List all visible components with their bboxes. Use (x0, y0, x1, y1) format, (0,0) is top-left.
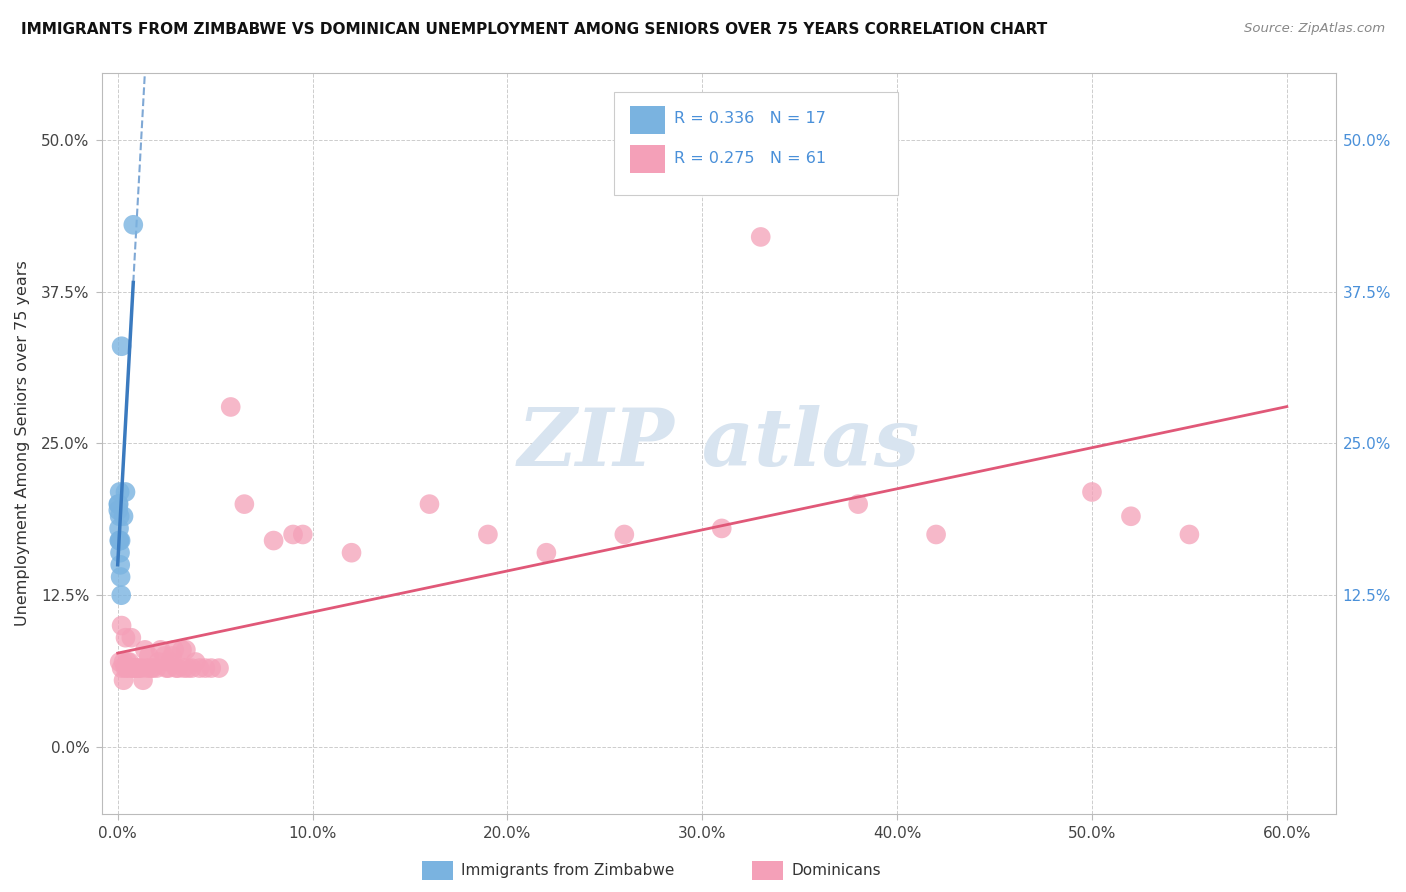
Point (108, 533, 131, 548)
Point (1178, 527, 1201, 541)
Point (120, 661, 142, 675)
Point (122, 661, 145, 675)
Point (110, 618, 132, 632)
Point (110, 533, 132, 548)
Point (112, 509, 135, 524)
Point (1081, 485, 1104, 500)
Point (148, 655, 170, 669)
Point (124, 661, 146, 675)
Point (1119, 509, 1142, 524)
Point (138, 648, 160, 663)
Point (108, 533, 131, 548)
Text: Source: ZipAtlas.com: Source: ZipAtlas.com (1244, 22, 1385, 36)
Text: R = 0.275   N = 61: R = 0.275 N = 61 (675, 151, 827, 166)
Point (170, 643, 193, 657)
Point (110, 339, 132, 353)
Point (110, 558, 132, 572)
Point (108, 655, 131, 669)
Point (174, 643, 197, 657)
Point (418, 497, 440, 511)
Point (117, 655, 139, 669)
Point (184, 655, 207, 669)
Point (846, 497, 869, 511)
Point (112, 673, 135, 688)
Point (108, 509, 131, 524)
Point (108, 546, 131, 560)
Point (263, 533, 285, 548)
Point (208, 661, 231, 675)
FancyBboxPatch shape (614, 92, 897, 195)
Point (134, 643, 156, 657)
Point (139, 661, 162, 675)
Point (108, 521, 131, 535)
Point (136, 661, 159, 675)
Point (132, 673, 155, 688)
Point (163, 643, 186, 657)
FancyBboxPatch shape (630, 105, 665, 134)
Point (120, 631, 142, 645)
Point (613, 527, 636, 541)
Text: Immigrants from Zimbabwe: Immigrants from Zimbabwe (461, 863, 675, 878)
Y-axis label: Unemployment Among Seniors over 75 years: Unemployment Among Seniors over 75 years (15, 260, 30, 626)
Point (129, 661, 152, 675)
Point (180, 661, 202, 675)
Point (108, 485, 131, 500)
Point (291, 527, 314, 541)
Point (114, 631, 136, 645)
Point (710, 521, 733, 535)
Point (188, 661, 211, 675)
Point (157, 661, 180, 675)
Point (340, 546, 363, 560)
Point (122, 218, 145, 232)
Point (145, 661, 167, 675)
Point (281, 527, 304, 541)
Point (107, 497, 129, 511)
Point (110, 588, 132, 602)
Point (159, 655, 181, 669)
Point (165, 661, 187, 675)
Point (477, 527, 499, 541)
Point (177, 661, 200, 675)
Point (153, 648, 176, 663)
Point (114, 485, 136, 500)
Point (219, 400, 242, 414)
Point (114, 661, 136, 675)
Point (128, 661, 150, 675)
Point (925, 527, 948, 541)
Text: R = 0.336   N = 17: R = 0.336 N = 17 (675, 112, 827, 127)
Point (167, 661, 190, 675)
Point (112, 655, 135, 669)
Point (110, 661, 132, 675)
Point (155, 661, 177, 675)
Point (173, 661, 195, 675)
Text: IMMIGRANTS FROM ZIMBABWE VS DOMINICAN UNEMPLOYMENT AMONG SENIORS OVER 75 YEARS C: IMMIGRANTS FROM ZIMBABWE VS DOMINICAN UN… (21, 22, 1047, 37)
Point (194, 661, 217, 675)
Point (749, 230, 772, 244)
Text: ZIP atlas: ZIP atlas (517, 405, 920, 483)
FancyBboxPatch shape (630, 145, 665, 173)
Point (107, 497, 129, 511)
Point (127, 661, 149, 675)
Point (200, 661, 222, 675)
Point (233, 497, 256, 511)
Point (117, 661, 139, 675)
Point (149, 643, 172, 657)
Point (118, 655, 141, 669)
Point (536, 546, 558, 560)
Text: Dominicans: Dominicans (792, 863, 882, 878)
Point (142, 661, 165, 675)
Point (107, 503, 129, 517)
Point (110, 570, 132, 584)
Point (162, 648, 184, 663)
